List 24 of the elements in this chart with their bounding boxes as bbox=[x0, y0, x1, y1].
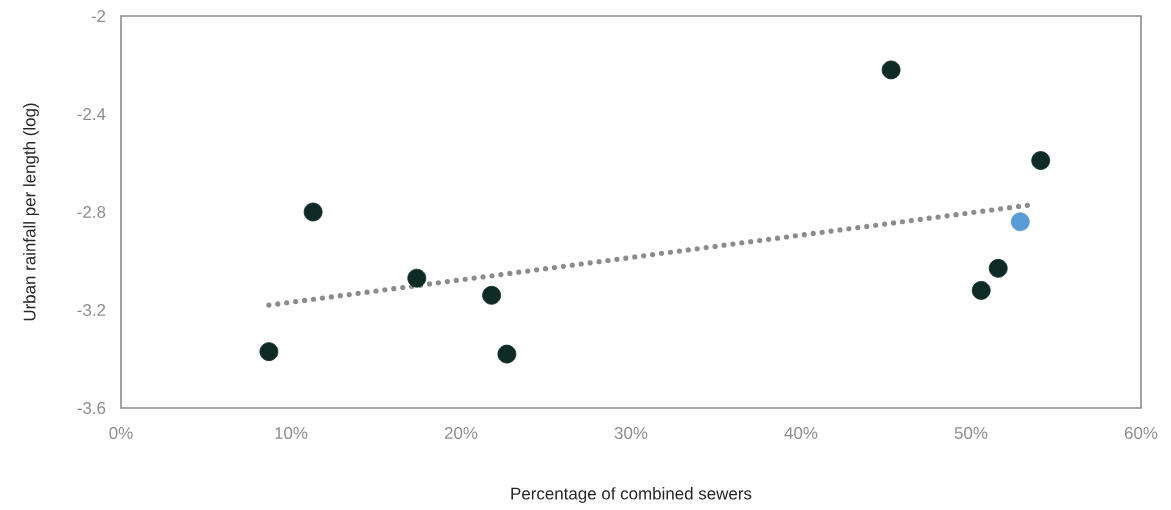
point bbox=[303, 202, 323, 222]
point bbox=[1031, 151, 1051, 170]
y-axis-title: Urban rainfall per length (log) bbox=[23, 103, 39, 321]
x-axis-title: Percentage of combined sewers bbox=[511, 487, 752, 503]
x-tick-label: 40% bbox=[784, 427, 818, 440]
y-tick-label: -3.6 bbox=[77, 402, 106, 414]
point bbox=[1010, 212, 1030, 232]
x-tick-label: 20% bbox=[444, 427, 478, 440]
y-tick-label: -2.8 bbox=[77, 206, 106, 218]
point bbox=[259, 342, 279, 362]
y-tick-label: -3.2 bbox=[77, 304, 106, 316]
x-tick-label: 60% bbox=[1124, 427, 1158, 440]
point bbox=[497, 344, 517, 364]
point bbox=[881, 60, 901, 80]
point bbox=[407, 268, 427, 288]
x-tick-label: 30% bbox=[614, 427, 648, 440]
y-tick-label: -2 bbox=[91, 10, 106, 22]
x-tick-label: 0% bbox=[109, 427, 133, 440]
x-tick-label: 10% bbox=[275, 427, 308, 440]
x-tick-label: 50% bbox=[954, 427, 988, 440]
y-tick-label: -2.4 bbox=[77, 108, 106, 120]
point bbox=[971, 281, 991, 300]
point bbox=[988, 258, 1008, 278]
point bbox=[482, 285, 501, 305]
